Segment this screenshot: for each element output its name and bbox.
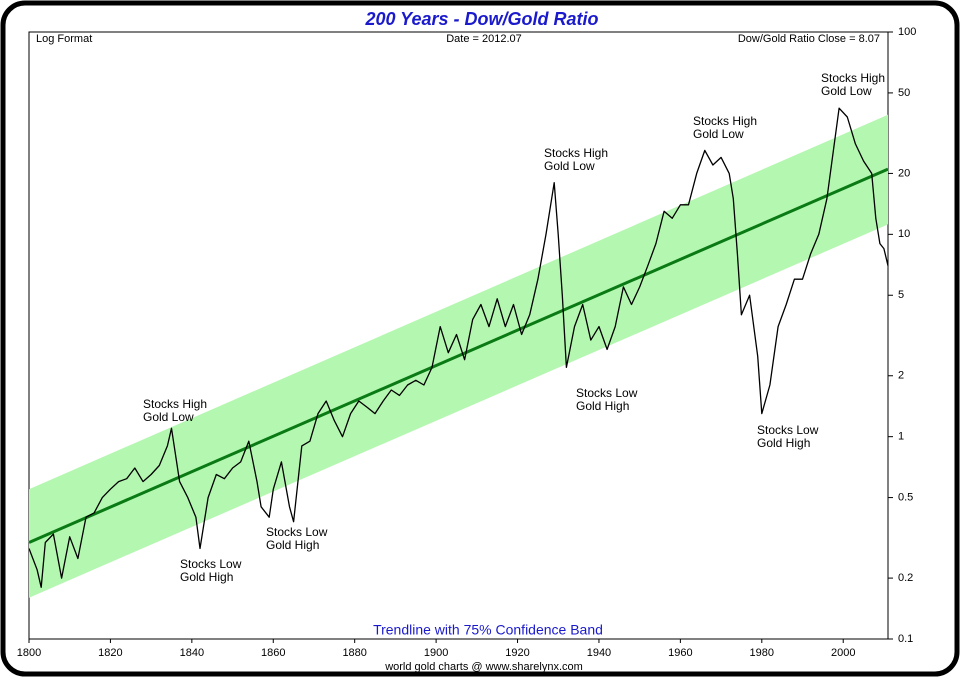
y-tick-label: 20: [898, 167, 910, 179]
annotation: Gold Low: [544, 159, 595, 173]
ratio-line: [28, 107, 889, 588]
header-right: Dow/Gold Ratio Close = 8.07: [738, 33, 880, 45]
x-tick-label: 1840: [180, 647, 204, 659]
footer: world gold charts @ www.sharelynx.com: [384, 661, 583, 673]
y-tick-label: 0.5: [898, 491, 913, 503]
y-tick-label: 0.1: [898, 633, 913, 645]
y-tick-label: 5: [898, 289, 904, 301]
trendline: [28, 167, 889, 544]
x-tick-label: 1960: [668, 647, 692, 659]
annotation: Gold High: [180, 570, 233, 584]
annotation: Gold High: [757, 436, 810, 450]
annotation: Gold High: [266, 538, 319, 552]
y-tick-label: 2: [898, 370, 904, 382]
x-tick-label: 1880: [342, 647, 366, 659]
y-tick-label: 50: [898, 87, 910, 99]
chart-title: 200 Years - Dow/Gold Ratio: [364, 9, 598, 29]
annotation: Stocks High: [821, 71, 885, 85]
annotation: Gold High: [576, 399, 629, 413]
y-tick-label: 10: [898, 228, 910, 240]
x-tick-label: 1900: [424, 647, 448, 659]
x-tick-label: 1920: [505, 647, 529, 659]
annotation: Stocks Low: [180, 557, 242, 571]
y-tick-label: 0.2: [898, 572, 913, 584]
annotation: Stocks Low: [757, 423, 819, 437]
annotation: Stocks Low: [576, 386, 638, 400]
band-label: Trendline with 75% Confidence Band: [373, 622, 603, 638]
y-tick-label: 100: [898, 26, 916, 38]
annotation: Stocks High: [143, 397, 207, 411]
x-tick-label: 1800: [17, 647, 41, 659]
annotation: Gold Low: [143, 410, 194, 424]
x-tick-label: 1980: [750, 647, 774, 659]
x-tick-label: 1820: [98, 647, 122, 659]
annotation: Gold Low: [821, 84, 872, 98]
x-tick-label: 2000: [831, 647, 855, 659]
annotation: Stocks High: [693, 114, 757, 128]
annotation: Stocks High: [544, 146, 608, 160]
x-tick-label: 1860: [261, 647, 285, 659]
x-tick-label: 1940: [587, 647, 611, 659]
header-left: Log Format: [36, 33, 92, 45]
annotation: Stocks Low: [266, 525, 328, 539]
header-center: Date = 2012.07: [446, 33, 522, 45]
annotation: Gold Low: [693, 127, 744, 141]
y-tick-label: 1: [898, 431, 904, 443]
